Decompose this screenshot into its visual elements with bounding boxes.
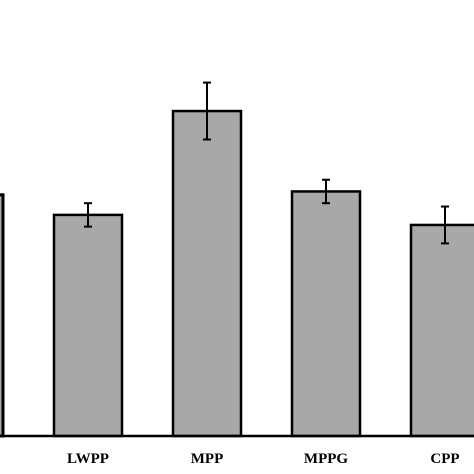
tick-labels-layer: LWPP MPP MPPG CPP [67, 451, 460, 467]
error-bar-mppg [322, 178, 330, 205]
error-bar-lwpp [84, 202, 92, 228]
bar-mppg [290, 190, 362, 438]
bar-partial [0, 193, 5, 438]
tick-label-mppg: MPPG [304, 451, 348, 467]
error-bars-layer [84, 81, 449, 245]
tick-label-lwpp: LWPP [67, 451, 109, 467]
tick-label-cpp: CPP [430, 451, 459, 467]
error-bar-cpp [441, 205, 449, 245]
error-bar-mpp [203, 81, 211, 141]
bars-layer [0, 109, 474, 438]
bar-lwpp [52, 213, 124, 438]
bar-mpp [171, 109, 243, 438]
tick-label-mpp: MPP [191, 451, 223, 467]
bar-cpp [409, 223, 474, 438]
